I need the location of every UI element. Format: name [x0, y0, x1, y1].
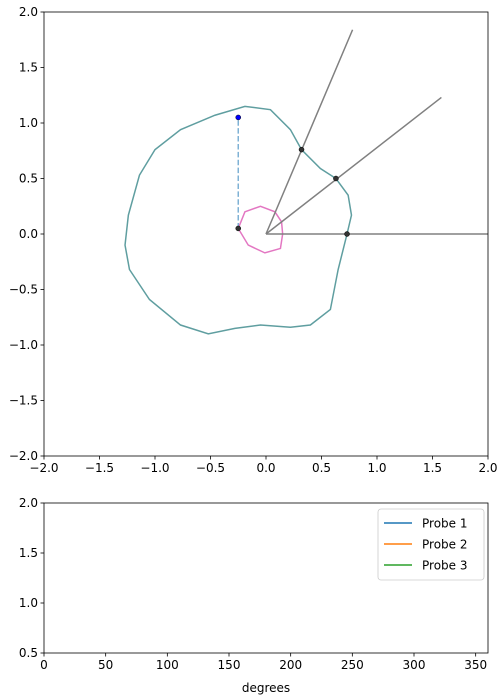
- x-tick-label: −2.0: [29, 461, 58, 475]
- axes-frame: [43, 11, 489, 457]
- x-tick-label: 300: [403, 658, 426, 672]
- x-tick-label: 100: [156, 658, 179, 672]
- x-axis-label: degrees: [242, 681, 290, 695]
- x-tick-label: 0.5: [312, 461, 331, 475]
- point: [333, 175, 339, 182]
- x-tick-label: 250: [341, 658, 364, 672]
- point: [235, 114, 241, 121]
- x-tick-label: 150: [218, 658, 241, 672]
- series-line: [265, 29, 354, 235]
- y-tick-label: −1.5: [9, 394, 38, 408]
- y-tick-label: 2.0: [19, 5, 38, 19]
- y-tick-label: −0.5: [9, 283, 38, 297]
- y-tick-label: −2.0: [9, 449, 38, 463]
- x-tick-label: 0.0: [256, 461, 275, 475]
- y-tick-label: 1.0: [19, 596, 38, 610]
- x-tick-label: 2.0: [478, 461, 497, 475]
- y-tick-label: 0.0: [19, 227, 38, 241]
- axes-frame: [43, 502, 489, 654]
- x-tick-label: −1.0: [140, 461, 169, 475]
- x-tick-label: 1.5: [423, 461, 442, 475]
- x-tick-label: 1.0: [367, 461, 386, 475]
- x-tick-label: 200: [279, 658, 302, 672]
- series-line: [265, 96, 442, 235]
- y-tick-label: −1.0: [9, 338, 38, 352]
- legend-label: Probe 2: [422, 538, 468, 552]
- x-tick-label: 0: [40, 658, 48, 672]
- series-line: [237, 205, 284, 254]
- series-line: [124, 105, 353, 335]
- legend-box: [377, 508, 485, 581]
- x-tick-label: 50: [98, 658, 113, 672]
- x-tick-label: −1.5: [85, 461, 114, 475]
- x-tick-label: −0.5: [196, 461, 225, 475]
- legend-label: Probe 1: [422, 517, 468, 531]
- y-tick-label: 1.5: [19, 546, 38, 560]
- y-tick-label: 2.0: [19, 496, 38, 510]
- point: [344, 231, 350, 237]
- legend-label: Probe 3: [422, 559, 468, 573]
- y-tick-label: 1.5: [19, 61, 38, 75]
- y-tick-label: 1.0: [19, 116, 38, 130]
- y-tick-label: 0.5: [19, 646, 38, 660]
- point: [235, 225, 241, 232]
- point: [298, 146, 305, 153]
- y-tick-label: 0.5: [19, 172, 38, 186]
- x-tick-label: 350: [464, 658, 487, 672]
